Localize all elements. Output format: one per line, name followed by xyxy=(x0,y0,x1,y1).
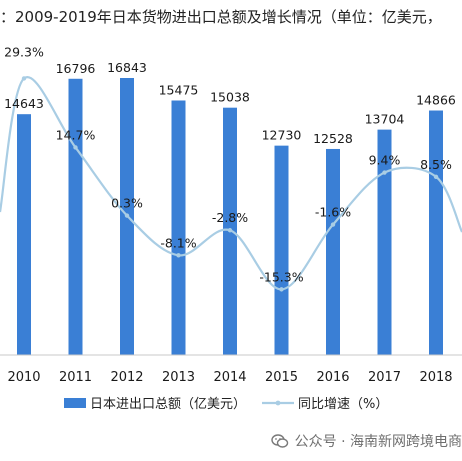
growth-point-2018 xyxy=(433,174,439,179)
legend: 日本进出口总额（亿美元） 同比增速（%） xyxy=(64,397,388,412)
growth-point-2015 xyxy=(279,287,284,292)
legend-marker-line xyxy=(275,400,281,406)
x-tick-label: 2018 xyxy=(419,370,452,385)
bar-value-label: 15475 xyxy=(159,82,199,97)
bar-2015 xyxy=(274,145,289,355)
bar-2016 xyxy=(326,148,340,355)
growth-point-2014 xyxy=(227,228,233,233)
growth-value-label: -15.3% xyxy=(259,269,303,284)
growth-value-label: 0.3% xyxy=(111,196,143,211)
x-tick-label: 2014 xyxy=(213,370,246,385)
wechat-icon xyxy=(270,434,288,448)
bar-2011 xyxy=(68,78,83,356)
bar-value-label: 12528 xyxy=(313,131,353,146)
bar-value-label: 14866 xyxy=(416,93,456,108)
bar-2013 xyxy=(171,100,186,355)
legend-label-bar: 日本进出口总额（亿美元） xyxy=(90,397,246,412)
bar-value-label: 12730 xyxy=(262,128,302,143)
legend-swatch-bar xyxy=(64,398,86,408)
watermark: 公众号 · 海南新网跨境电商 xyxy=(270,426,462,456)
growth-value-label: -1.6% xyxy=(315,205,351,220)
bar-2018 xyxy=(429,110,443,355)
bar-value-label: 14643 xyxy=(4,96,44,111)
x-tick-label: 2012 xyxy=(110,370,143,385)
growth-value-label: 29.3% xyxy=(4,44,44,59)
growth-value-label: -8.1% xyxy=(160,235,196,250)
watermark-text: 公众号 · 海南新网跨境电商 xyxy=(294,434,462,450)
bar-2010 xyxy=(17,114,31,355)
growth-point-2012 xyxy=(124,213,130,218)
bar-value-label: 16843 xyxy=(107,60,147,75)
growth-point-2010 xyxy=(21,76,27,81)
growth-value-label: 9.4% xyxy=(369,153,401,168)
growth-point-2016 xyxy=(330,222,336,227)
growth-point-2013 xyxy=(176,253,181,258)
footer-overlay xyxy=(0,424,462,461)
bar-value-label: 13704 xyxy=(365,112,405,127)
x-tick-label: 2013 xyxy=(162,370,195,385)
growth-value-label: 8.5% xyxy=(420,157,452,172)
bar-2017 xyxy=(377,129,392,355)
bar-value-label: 15038 xyxy=(210,90,250,105)
x-tick-label: 2016 xyxy=(316,370,349,385)
x-tick-label: 2015 xyxy=(265,370,298,385)
x-tick-label: 2011 xyxy=(59,370,92,385)
growth-point-2017 xyxy=(382,170,387,175)
chart-title: ：2009-2019年日本货物进出口总额及增长情况（单位：亿美元， xyxy=(0,8,442,26)
growth-value-label: -2.8% xyxy=(212,210,248,225)
x-tick-label: 2017 xyxy=(368,370,401,385)
bar-value-label: 16796 xyxy=(56,61,96,76)
x-tick-label: 2010 xyxy=(7,370,40,385)
growth-point-2011 xyxy=(73,145,78,150)
legend-label-line: 同比增速（%） xyxy=(298,397,388,412)
growth-value-label: 14.7% xyxy=(56,127,96,142)
